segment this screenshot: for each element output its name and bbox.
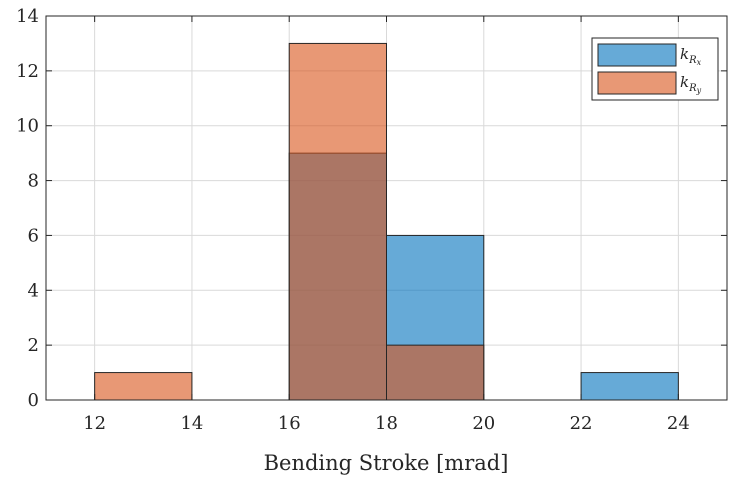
legend: kRx kRy [591, 37, 719, 101]
x-tick-label-6: 24 [667, 413, 690, 434]
x-tick-label-5: 22 [570, 413, 593, 434]
bars-layer [94, 42, 679, 401]
legend-swatch-series-2 [597, 71, 677, 95]
x-tick-label-1: 14 [180, 413, 203, 434]
bar-series-1-bin-5 [580, 372, 679, 401]
legend-entry-series-1: kRx [680, 45, 702, 67]
y-tick-label-3: 6 [28, 225, 39, 246]
y-tick-label-5: 10 [16, 116, 39, 137]
y-tick-label-1: 2 [28, 335, 39, 356]
x-tick-label-0: 12 [83, 413, 106, 434]
x-tick-label-2: 16 [278, 413, 301, 434]
bar-series-2-bin-3 [386, 344, 485, 401]
legend-entry-series-2: kRy [680, 73, 702, 95]
y-tick-label-0: 0 [28, 390, 39, 411]
x-tick-label-3: 18 [375, 413, 398, 434]
y-tick-label-6: 12 [16, 61, 39, 82]
x-axis-label: Bending Stroke [mrad] [264, 451, 509, 475]
bar-series-2-bin-0 [94, 372, 193, 401]
y-tick-label-4: 8 [28, 171, 39, 192]
bar-series-2-bin-2 [288, 42, 388, 401]
y-tick-label-7: 14 [16, 6, 39, 27]
x-tick-label-4: 20 [472, 413, 495, 434]
legend-swatch-series-1 [597, 43, 677, 67]
y-tick-label-2: 4 [28, 280, 39, 301]
